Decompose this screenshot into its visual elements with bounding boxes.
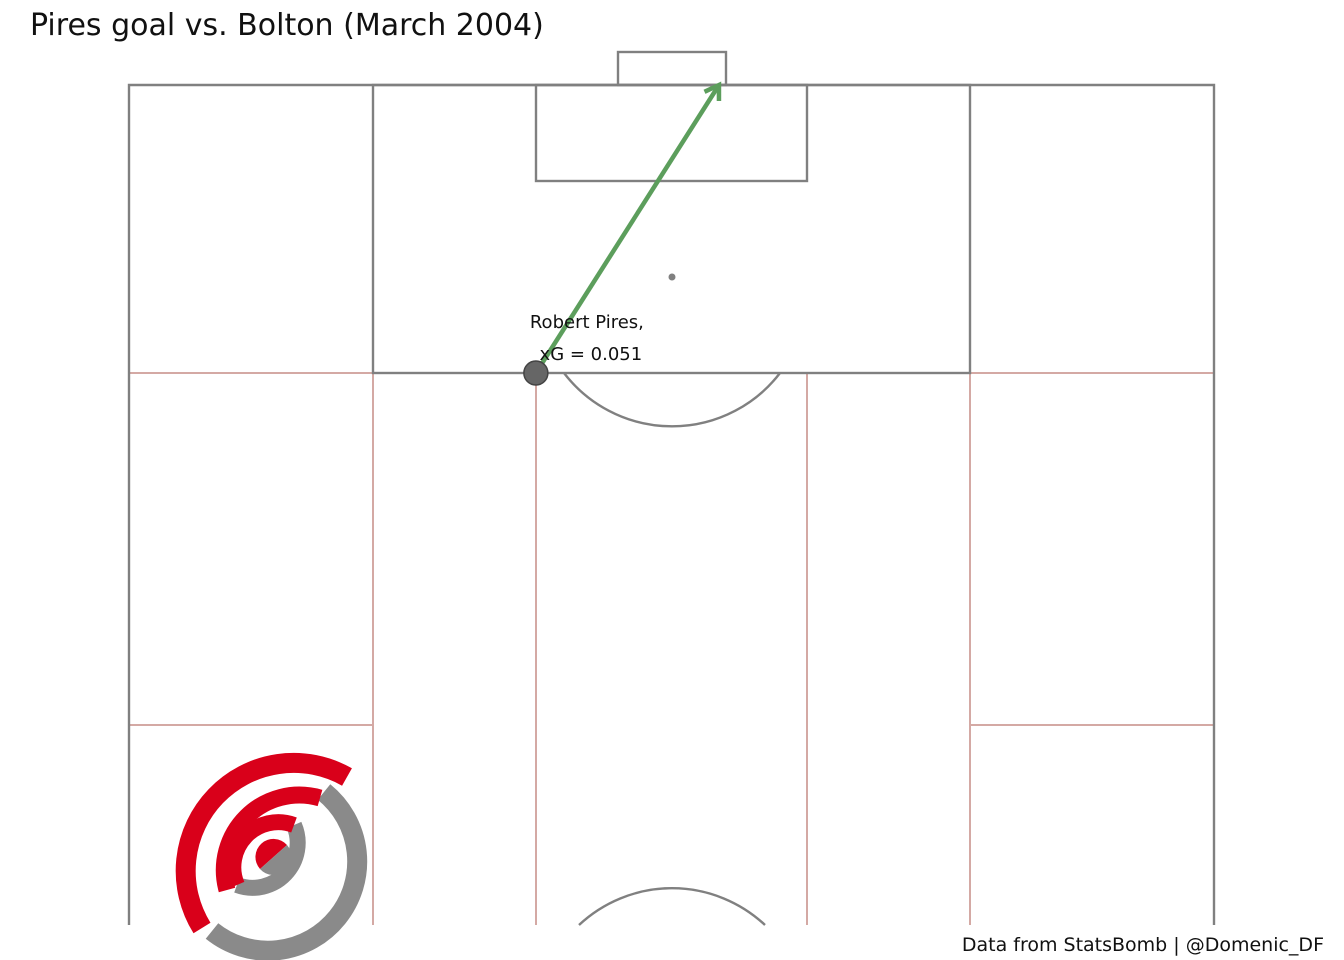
shot-marker [523,360,549,386]
shot-arrow-head [703,81,722,102]
positional-zone-lines [129,372,1214,925]
chart-title: Pires goal vs. Bolton (March 2004) [30,8,544,43]
penalty-spot [668,273,676,281]
shot-layer: Robert Pires, xG = 0.051 [523,81,722,386]
shot-trajectory-arrow [533,87,719,375]
footer-credit: Data from StatsBomb | @Domenic_DF [961,934,1324,956]
penalty-area [371,83,972,375]
statsbomb-logo-icon [175,752,368,960]
pitch-boundary [127,83,1216,925]
centre-circle [578,887,766,926]
shot-label-xg: xG = 0.051 [540,344,643,365]
penalty-arc [563,372,781,428]
pitch-markings [127,50,1216,926]
shot-label-player: Robert Pires, [530,312,644,333]
six-yard-box [534,83,809,183]
goal [616,50,728,87]
